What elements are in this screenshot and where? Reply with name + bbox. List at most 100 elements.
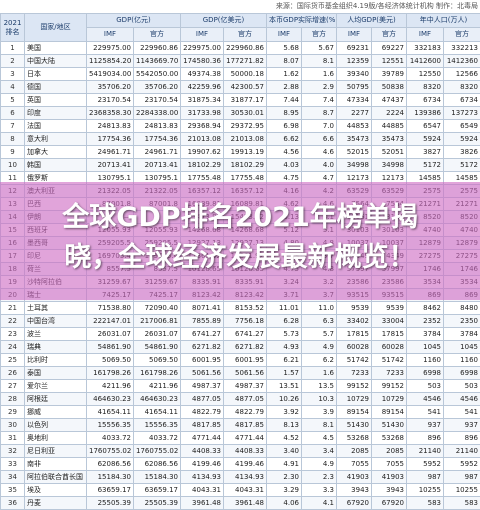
value-cell: 6998 — [444, 367, 480, 380]
value-cell: 8.95 — [267, 107, 302, 120]
value-cell: 42300.57 — [224, 81, 267, 94]
value-cell: 51430 — [372, 419, 407, 432]
official-subheader: 官方 — [444, 28, 480, 42]
value-cell: 4.0 — [302, 159, 337, 172]
value-cell: 23170.54 — [87, 94, 134, 107]
value-cell: 3826 — [444, 146, 480, 159]
value-cell: 937 — [407, 419, 444, 432]
value-cell: 24961.71 — [87, 146, 134, 159]
value-cell: 7.0 — [302, 120, 337, 133]
value-cell: 3.40 — [267, 445, 302, 458]
value-cell: 139386 — [407, 107, 444, 120]
value-cell: 19907.62 — [181, 146, 224, 159]
value-cell: 541 — [444, 406, 480, 419]
value-cell: 4.52 — [267, 432, 302, 445]
rank-cell: 25 — [1, 354, 25, 367]
value-cell: 6001.95 — [224, 354, 267, 367]
value-cell: 15184.30 — [87, 471, 134, 484]
value-cell: 18102.29 — [181, 159, 224, 172]
value-cell: 5069.50 — [87, 354, 134, 367]
value-cell: 2350 — [444, 315, 480, 328]
value-cell: 7233 — [337, 367, 372, 380]
country-cell: 美国 — [25, 42, 87, 55]
country-cell: 阿拉伯联合酋长国 — [25, 471, 87, 484]
value-cell: 6549 — [444, 120, 480, 133]
value-cell: 44885 — [372, 120, 407, 133]
value-cell: 7055 — [372, 458, 407, 471]
value-cell: 31877.17 — [224, 94, 267, 107]
value-cell: 89154 — [337, 406, 372, 419]
value-cell: 34998 — [337, 159, 372, 172]
rank-cell: 5 — [1, 94, 25, 107]
value-cell: 20713.41 — [87, 159, 134, 172]
value-cell: 1.57 — [267, 367, 302, 380]
value-cell: 21013.08 — [181, 133, 224, 146]
rank-cell: 21 — [1, 302, 25, 315]
country-cell: 以色列 — [25, 419, 87, 432]
value-cell: 50000.18 — [224, 68, 267, 81]
value-cell: 161798.26 — [134, 367, 181, 380]
value-cell: 54861.90 — [87, 341, 134, 354]
country-cell: 德国 — [25, 81, 87, 94]
value-cell: 1412360 — [444, 55, 480, 68]
value-cell: 17754.36 — [87, 133, 134, 146]
value-cell: 2085 — [337, 445, 372, 458]
value-cell: 41903 — [372, 471, 407, 484]
value-cell: 2352 — [407, 315, 444, 328]
value-cell: 8.1 — [302, 419, 337, 432]
value-cell: 987 — [444, 471, 480, 484]
country-cell: 泰国 — [25, 367, 87, 380]
value-cell: 4771.44 — [224, 432, 267, 445]
value-cell: 7.4 — [302, 94, 337, 107]
value-cell: 332213 — [444, 42, 480, 55]
value-cell: 29372.95 — [224, 120, 267, 133]
value-cell: 6734 — [444, 94, 480, 107]
value-cell: 8.07 — [267, 55, 302, 68]
value-cell: 10255 — [444, 484, 480, 497]
value-cell: 8153.52 — [224, 302, 267, 315]
value-cell: 89154 — [372, 406, 407, 419]
country-cell: 比利时 — [25, 354, 87, 367]
value-cell: 21140 — [444, 445, 480, 458]
growth-header: 本币GDP实际增速(%) — [267, 14, 337, 28]
country-cell: 意大利 — [25, 133, 87, 146]
value-cell: 503 — [407, 380, 444, 393]
value-cell: 99152 — [337, 380, 372, 393]
value-cell: 6.98 — [267, 120, 302, 133]
value-cell: 5069.50 — [134, 354, 181, 367]
value-cell: 1045 — [407, 341, 444, 354]
rank-cell: 22 — [1, 315, 25, 328]
value-cell: 26031.07 — [134, 328, 181, 341]
value-cell: 53268 — [337, 432, 372, 445]
value-cell: 1412600 — [407, 55, 444, 68]
rank-cell: 7 — [1, 120, 25, 133]
value-cell: 41654.11 — [134, 406, 181, 419]
value-cell: 4.9 — [302, 341, 337, 354]
value-cell: 34998 — [372, 159, 407, 172]
value-cell: 5.7 — [302, 328, 337, 341]
value-cell: 67920 — [337, 497, 372, 510]
value-cell: 8320 — [444, 81, 480, 94]
value-cell: 3.3 — [302, 484, 337, 497]
value-cell: 10.26 — [267, 393, 302, 406]
value-cell: 4771.44 — [181, 432, 224, 445]
value-cell: 9539 — [372, 302, 407, 315]
value-cell: 20713.41 — [134, 159, 181, 172]
value-cell: 42259.96 — [181, 81, 224, 94]
value-cell: 161798.26 — [87, 367, 134, 380]
value-cell: 6.62 — [267, 133, 302, 146]
value-cell: 4043.31 — [181, 484, 224, 497]
headline-line-1: 全球GDP排名2021年榜单揭 — [0, 198, 480, 238]
value-cell: 99152 — [372, 380, 407, 393]
value-cell: 3.92 — [267, 406, 302, 419]
country-cell: 奥地利 — [25, 432, 87, 445]
value-cell: 4211.96 — [87, 380, 134, 393]
value-cell: 39789 — [372, 68, 407, 81]
value-cell: 1143669.70 — [134, 55, 181, 68]
